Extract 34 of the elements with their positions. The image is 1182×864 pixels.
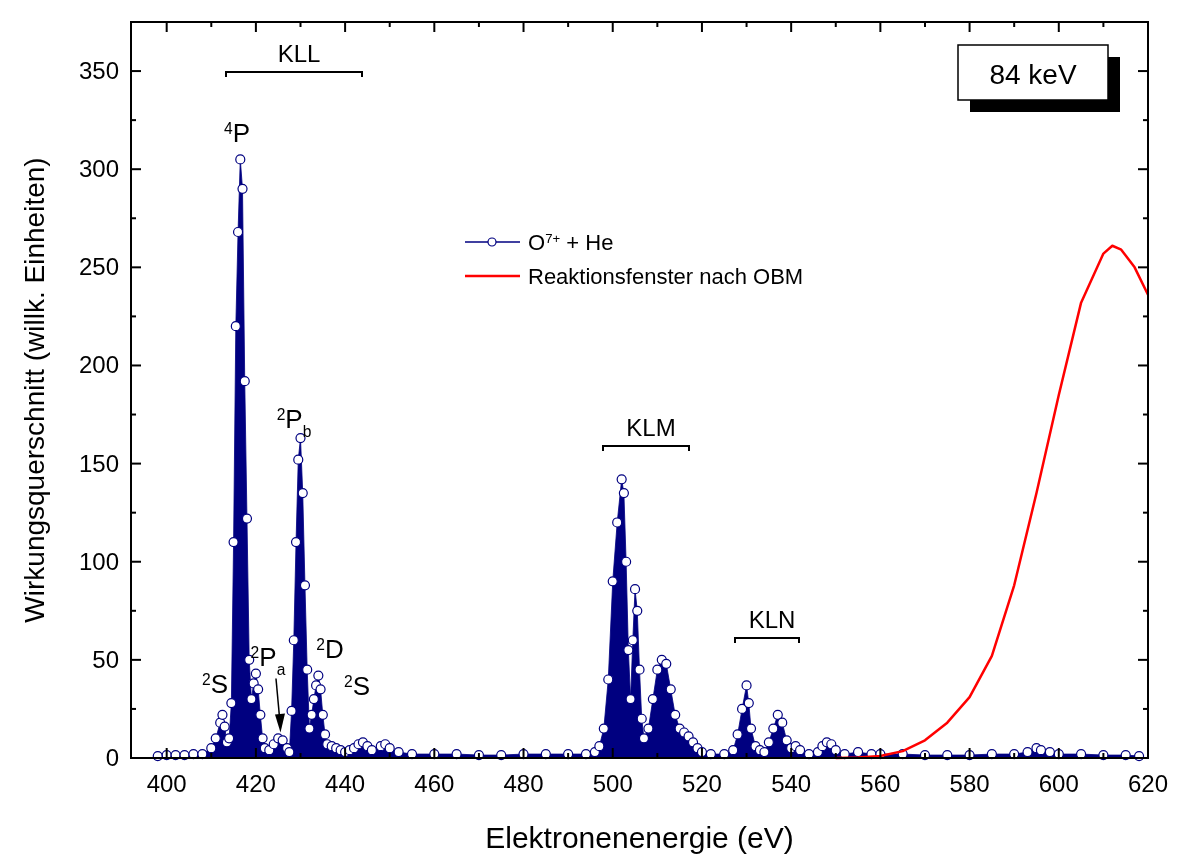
x-tick-label: 440 (325, 770, 366, 797)
y-tick-label: 250 (78, 253, 119, 281)
annotation: $^{2}$P$_{a}$ (250, 642, 286, 678)
annotation: 84 keV (989, 59, 1077, 90)
x-tick-label: 540 (771, 770, 812, 797)
annotation: KLL (277, 40, 321, 67)
x-tick-label: 480 (503, 770, 544, 797)
y-axis-title: Wirkungsquerschnitt (willk. Einheiten) (19, 157, 50, 623)
y-tick-label: 0 (105, 744, 119, 771)
x-tick-label: 400 (146, 770, 187, 797)
legend-label: O$^{7+}$ + He (528, 230, 614, 255)
x-tick-label: 620 (1127, 770, 1169, 797)
y-tick-label: 150 (78, 449, 119, 477)
annotation: $^{2}$S (343, 671, 371, 701)
y-tick-label: 100 (78, 547, 119, 575)
y-tick-label: 300 (78, 155, 119, 183)
annotation: KLN (748, 606, 796, 633)
x-tick-label: 560 (860, 770, 901, 797)
y-tick-label: 350 (78, 57, 119, 85)
legend-label: Reaktionsfenster nach OBM (528, 264, 804, 289)
x-tick-label: 520 (681, 770, 722, 797)
x-axis-title: Elektronenenergie (eV) (485, 821, 794, 854)
annotation: $^{2}$D (316, 634, 344, 664)
annotation: $^{4}$P (223, 118, 251, 148)
x-tick-label: 500 (592, 770, 633, 797)
x-tick-label: 600 (1038, 770, 1079, 797)
annotation: $^{2}$P$_{b}$ (276, 404, 312, 440)
annotation: KLM (626, 414, 676, 441)
y-tick-label: 200 (78, 351, 119, 379)
x-tick-label: 420 (235, 770, 276, 797)
y-tick-label: 50 (92, 645, 119, 673)
annotation: $^{2}$S (201, 669, 229, 699)
x-tick-label: 460 (414, 770, 455, 797)
x-tick-label: 580 (949, 770, 990, 797)
